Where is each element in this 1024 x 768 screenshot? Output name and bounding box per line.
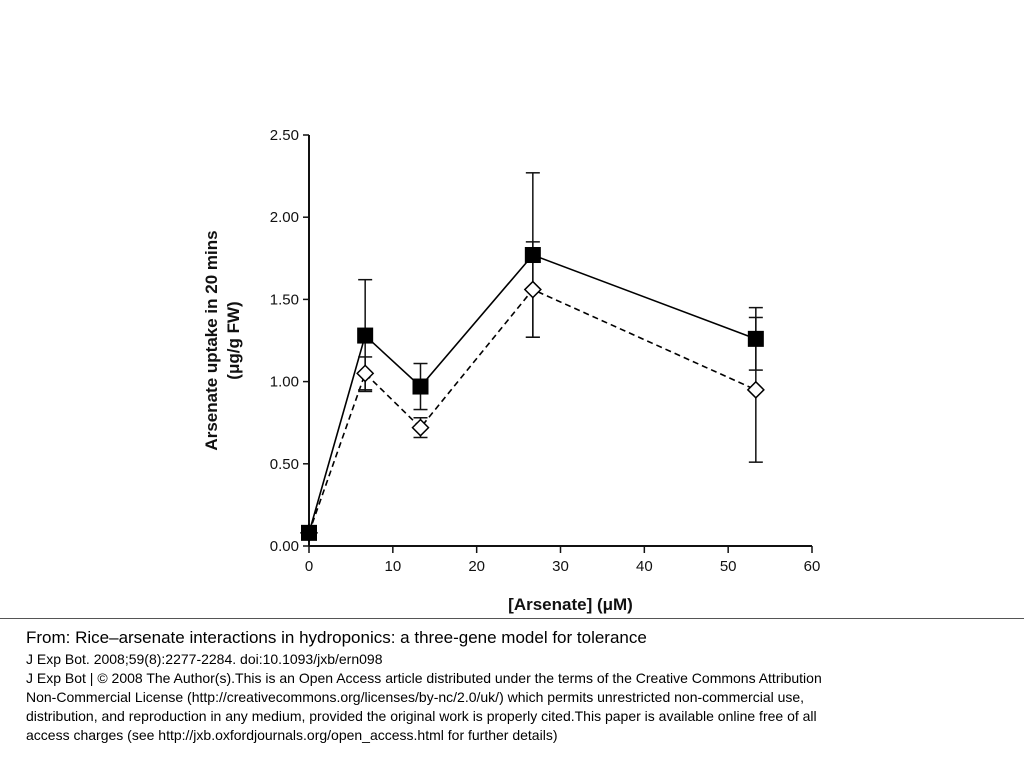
y-tick-label: 0.00 xyxy=(270,538,299,555)
y-axis-title: Arsenate uptake in 20 mins xyxy=(202,230,221,450)
y-axis-title: (μg/g FW) xyxy=(224,301,243,379)
y-tick-label: 1.00 xyxy=(270,374,299,391)
figure-caption: From: Rice–arsenate interactions in hydr… xyxy=(0,618,1024,768)
x-tick-label: 60 xyxy=(804,558,821,575)
data-point-square xyxy=(525,247,541,263)
caption-license-line-3: distribution, and reproduction in any me… xyxy=(26,707,1012,726)
y-tick-label: 2.50 xyxy=(270,127,299,144)
data-point-square xyxy=(357,328,373,344)
x-axis-title: [Arsenate] (μM) xyxy=(508,595,633,614)
x-tick-label: 50 xyxy=(720,558,737,575)
caption-license-line-1: J Exp Bot | © 2008 The Author(s).This is… xyxy=(26,669,1012,688)
caption-citation: J Exp Bot. 2008;59(8):2277-2284. doi:10.… xyxy=(26,650,1012,669)
x-tick-label: 30 xyxy=(552,558,569,575)
data-point-square xyxy=(412,379,428,395)
data-point-square xyxy=(301,525,317,541)
caption-title: From: Rice–arsenate interactions in hydr… xyxy=(26,628,1012,648)
y-tick-label: 2.00 xyxy=(270,209,299,226)
x-tick-label: 10 xyxy=(384,558,401,575)
data-point-diamond xyxy=(525,282,541,298)
data-point-diamond xyxy=(412,420,428,436)
chart-area: 0.00 0.50 1.00 1.50 2.00 2.50 0 10 20 30 40 50 60 [Ar… xyxy=(0,0,1024,618)
caption-license-line-2: Non-Commercial License (http://creativec… xyxy=(26,688,1012,707)
data-point-square xyxy=(748,331,764,347)
line-chart: 0.00 0.50 1.00 1.50 2.00 2.50 0 10 20 30 40 50 60 [Ar… xyxy=(0,0,1024,618)
x-tick-label: 40 xyxy=(636,558,653,575)
x-tick-label: 0 xyxy=(305,558,313,575)
y-tick-label: 1.50 xyxy=(270,291,299,308)
x-tick-label: 20 xyxy=(468,558,485,575)
data-point-diamond xyxy=(357,365,373,381)
data-point-diamond xyxy=(748,382,764,398)
caption-license-line-4: access charges (see http://jxb.oxfordjou… xyxy=(26,726,1012,745)
y-tick-label: 0.50 xyxy=(270,456,299,473)
